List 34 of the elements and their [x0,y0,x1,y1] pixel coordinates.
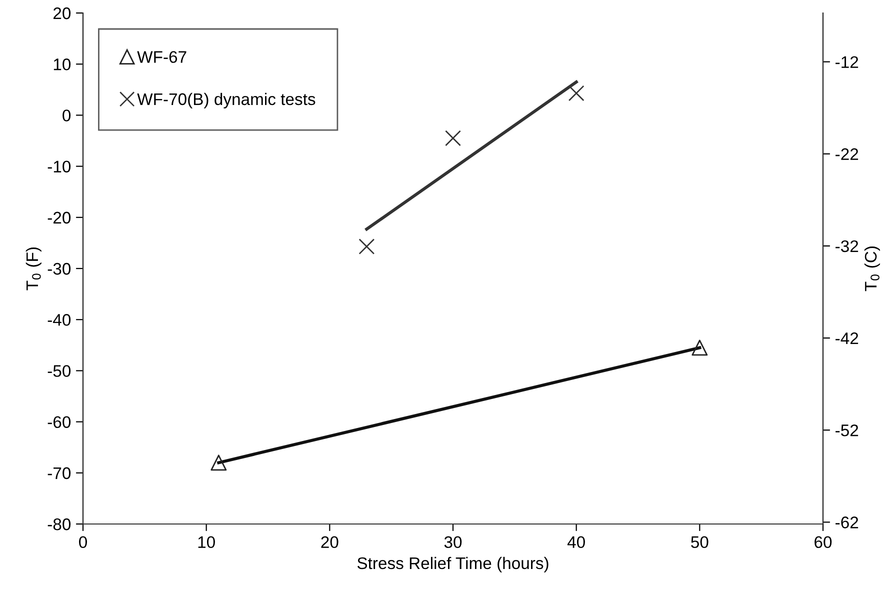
y-tick-label: -80 [48,518,71,530]
y2-tick-label: -42 [836,332,858,344]
y-tick-label: 0 [62,110,71,122]
y2-tick-label: -32 [836,240,858,252]
y-tick-label: -10 [48,160,71,173]
legend-label: WF-70(B) dynamic tests [137,92,316,108]
point [692,340,708,356]
x-tick-label: 0 [79,536,87,548]
x-tick-label: 60 [814,536,832,548]
y-tick-label: 20 [53,7,71,20]
point [210,454,227,471]
x-tick-label: 50 [691,536,708,548]
y-axis-title: T$_{0}$ (F) [26,247,42,290]
y2-axis-title: T$_{0}$ (C) [864,246,880,292]
y2-tick-label: -22 [836,148,858,160]
y-tick-label: -60 [48,416,71,428]
y-tick-label: 10 [54,58,71,70]
x-tick-label: 30 [444,536,462,548]
x-tick-label: 20 [321,536,338,548]
point [358,238,375,255]
y-tick-label: -50 [48,365,71,377]
x-tick-label: 10 [198,536,215,548]
y2-tick-label: -62 [836,516,858,528]
y-tick-label: -30 [48,262,71,275]
legend-label: WF-67 [137,51,186,63]
x-axis-title: Stress Relief Time (hours) [357,556,548,572]
point [445,130,461,146]
y2-tick-label: -12 [836,56,858,68]
y-tick-label: -70 [48,467,71,480]
y-tick-label: -20 [48,212,71,224]
y2-tick-label: -52 [836,424,858,436]
x-tick-label: 40 [567,536,585,548]
y-tick-label: -40 [48,314,71,326]
point [568,85,584,102]
